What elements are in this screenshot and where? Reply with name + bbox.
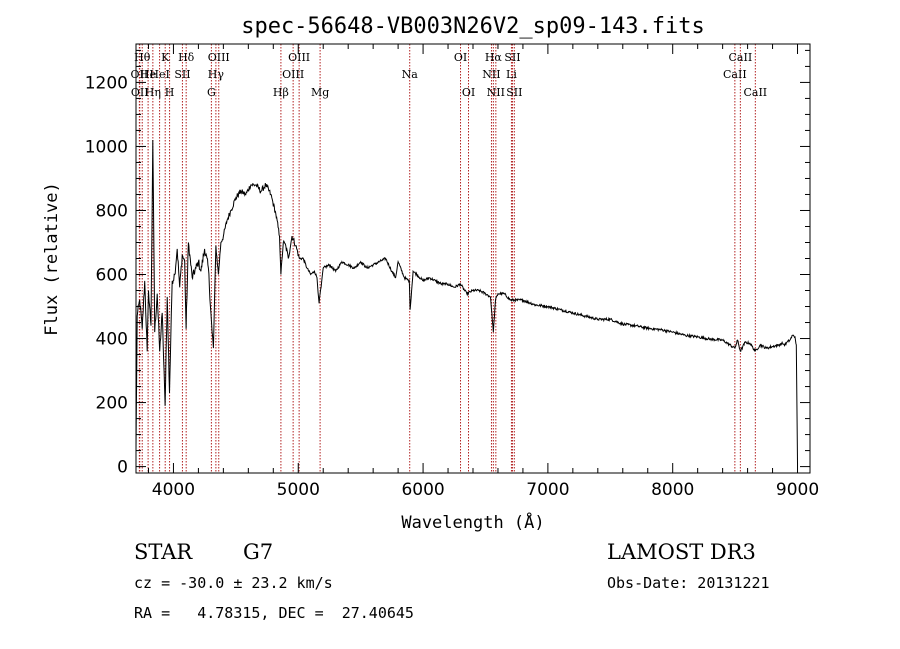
- y-axis-label: Flux (relative): [42, 182, 62, 336]
- reference-line-label: Hα: [485, 51, 503, 64]
- reference-line-label: Na: [402, 68, 419, 81]
- reference-line-label: G: [207, 86, 216, 99]
- x-tick-label: 8000: [651, 480, 694, 500]
- x-axis-label: Wavelength (Å): [401, 511, 544, 533]
- reference-line-label: OII: [131, 68, 149, 81]
- reference-line-label: OIII: [208, 51, 230, 64]
- y-tick-label: 1000: [85, 137, 128, 157]
- object-class: STAR: [134, 540, 193, 564]
- y-tick-label: 0: [117, 458, 128, 478]
- reference-line-label: OIII: [288, 51, 310, 64]
- reference-line-label: SII: [506, 86, 522, 99]
- y-axis-ticks: 0 200 400 600 800 1000 1200: [85, 49, 810, 478]
- x-tick-label: 4000: [152, 480, 195, 500]
- observation-date: Obs-Date: 20131221: [607, 574, 770, 592]
- coordinates-readout: RA = 4.78315, DEC = 27.40645: [134, 604, 414, 622]
- reference-line-label: OIII: [282, 68, 304, 81]
- x-axis-ticks: 4000 5000 6000 7000 8000 9000: [147, 44, 819, 500]
- plot-frame: [135, 43, 811, 474]
- redshift-readout: cz = -30.0 ± 23.2 km/s: [134, 574, 333, 592]
- x-tick-label: 6000: [401, 480, 444, 500]
- reference-line-label: SII: [504, 51, 520, 64]
- reference-line-label: Hγ: [208, 68, 225, 81]
- reference-line-label: CaII: [723, 68, 747, 81]
- spectrum-line: [135, 139, 798, 464]
- reference-line-label: CaII: [729, 51, 753, 64]
- y-tick-label: 1200: [85, 73, 128, 93]
- reference-line-label: Hδ: [178, 51, 195, 64]
- y-tick-label: 200: [96, 394, 128, 414]
- reference-line-label: NII: [487, 86, 505, 99]
- reference-line-label: He: [140, 68, 156, 81]
- reference-line-label: Hβ: [273, 86, 289, 99]
- reference-line-label: OI: [454, 51, 467, 64]
- reference-line-label: SII: [174, 68, 190, 81]
- reference-line-label: HeI: [149, 68, 169, 81]
- reference-line-label: NII: [482, 68, 500, 81]
- reference-line-label: H: [165, 86, 175, 99]
- survey-name: LAMOST DR3: [607, 540, 756, 564]
- x-tick-label: 5000: [277, 480, 320, 500]
- chart-title: spec-56648-VB003N26V2_sp09-143.fits: [241, 14, 705, 39]
- x-tick-label: 7000: [526, 480, 569, 500]
- y-tick-label: 400: [96, 330, 128, 350]
- y-tick-label: 600: [96, 266, 128, 286]
- reference-line-label: Hθ: [134, 51, 151, 64]
- reference-line-label: Li: [506, 68, 517, 81]
- reference-lines: [138, 44, 756, 473]
- reference-line-label: OII: [131, 86, 149, 99]
- reference-line-label: OI: [462, 86, 475, 99]
- reference-line-labels: OII OII Hθ He Hη HeI K H SII Hδ G Hγ OIII Hβ OIII OIII M…: [131, 51, 768, 99]
- reference-line-label: K: [161, 51, 170, 64]
- reference-line-label: CaII: [743, 86, 767, 99]
- reference-line-label: Hη: [145, 86, 161, 99]
- reference-line-label: Mg: [311, 86, 329, 99]
- y-tick-label: 800: [96, 201, 128, 221]
- x-tick-label: 9000: [776, 480, 819, 500]
- object-subclass: G7: [243, 540, 274, 564]
